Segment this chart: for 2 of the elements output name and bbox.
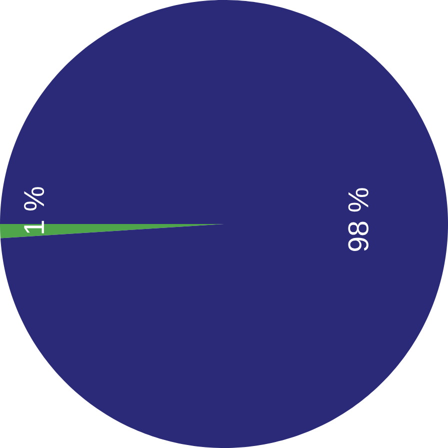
data-label: 98 % <box>348 188 368 252</box>
data-label: 1 % <box>24 187 44 234</box>
